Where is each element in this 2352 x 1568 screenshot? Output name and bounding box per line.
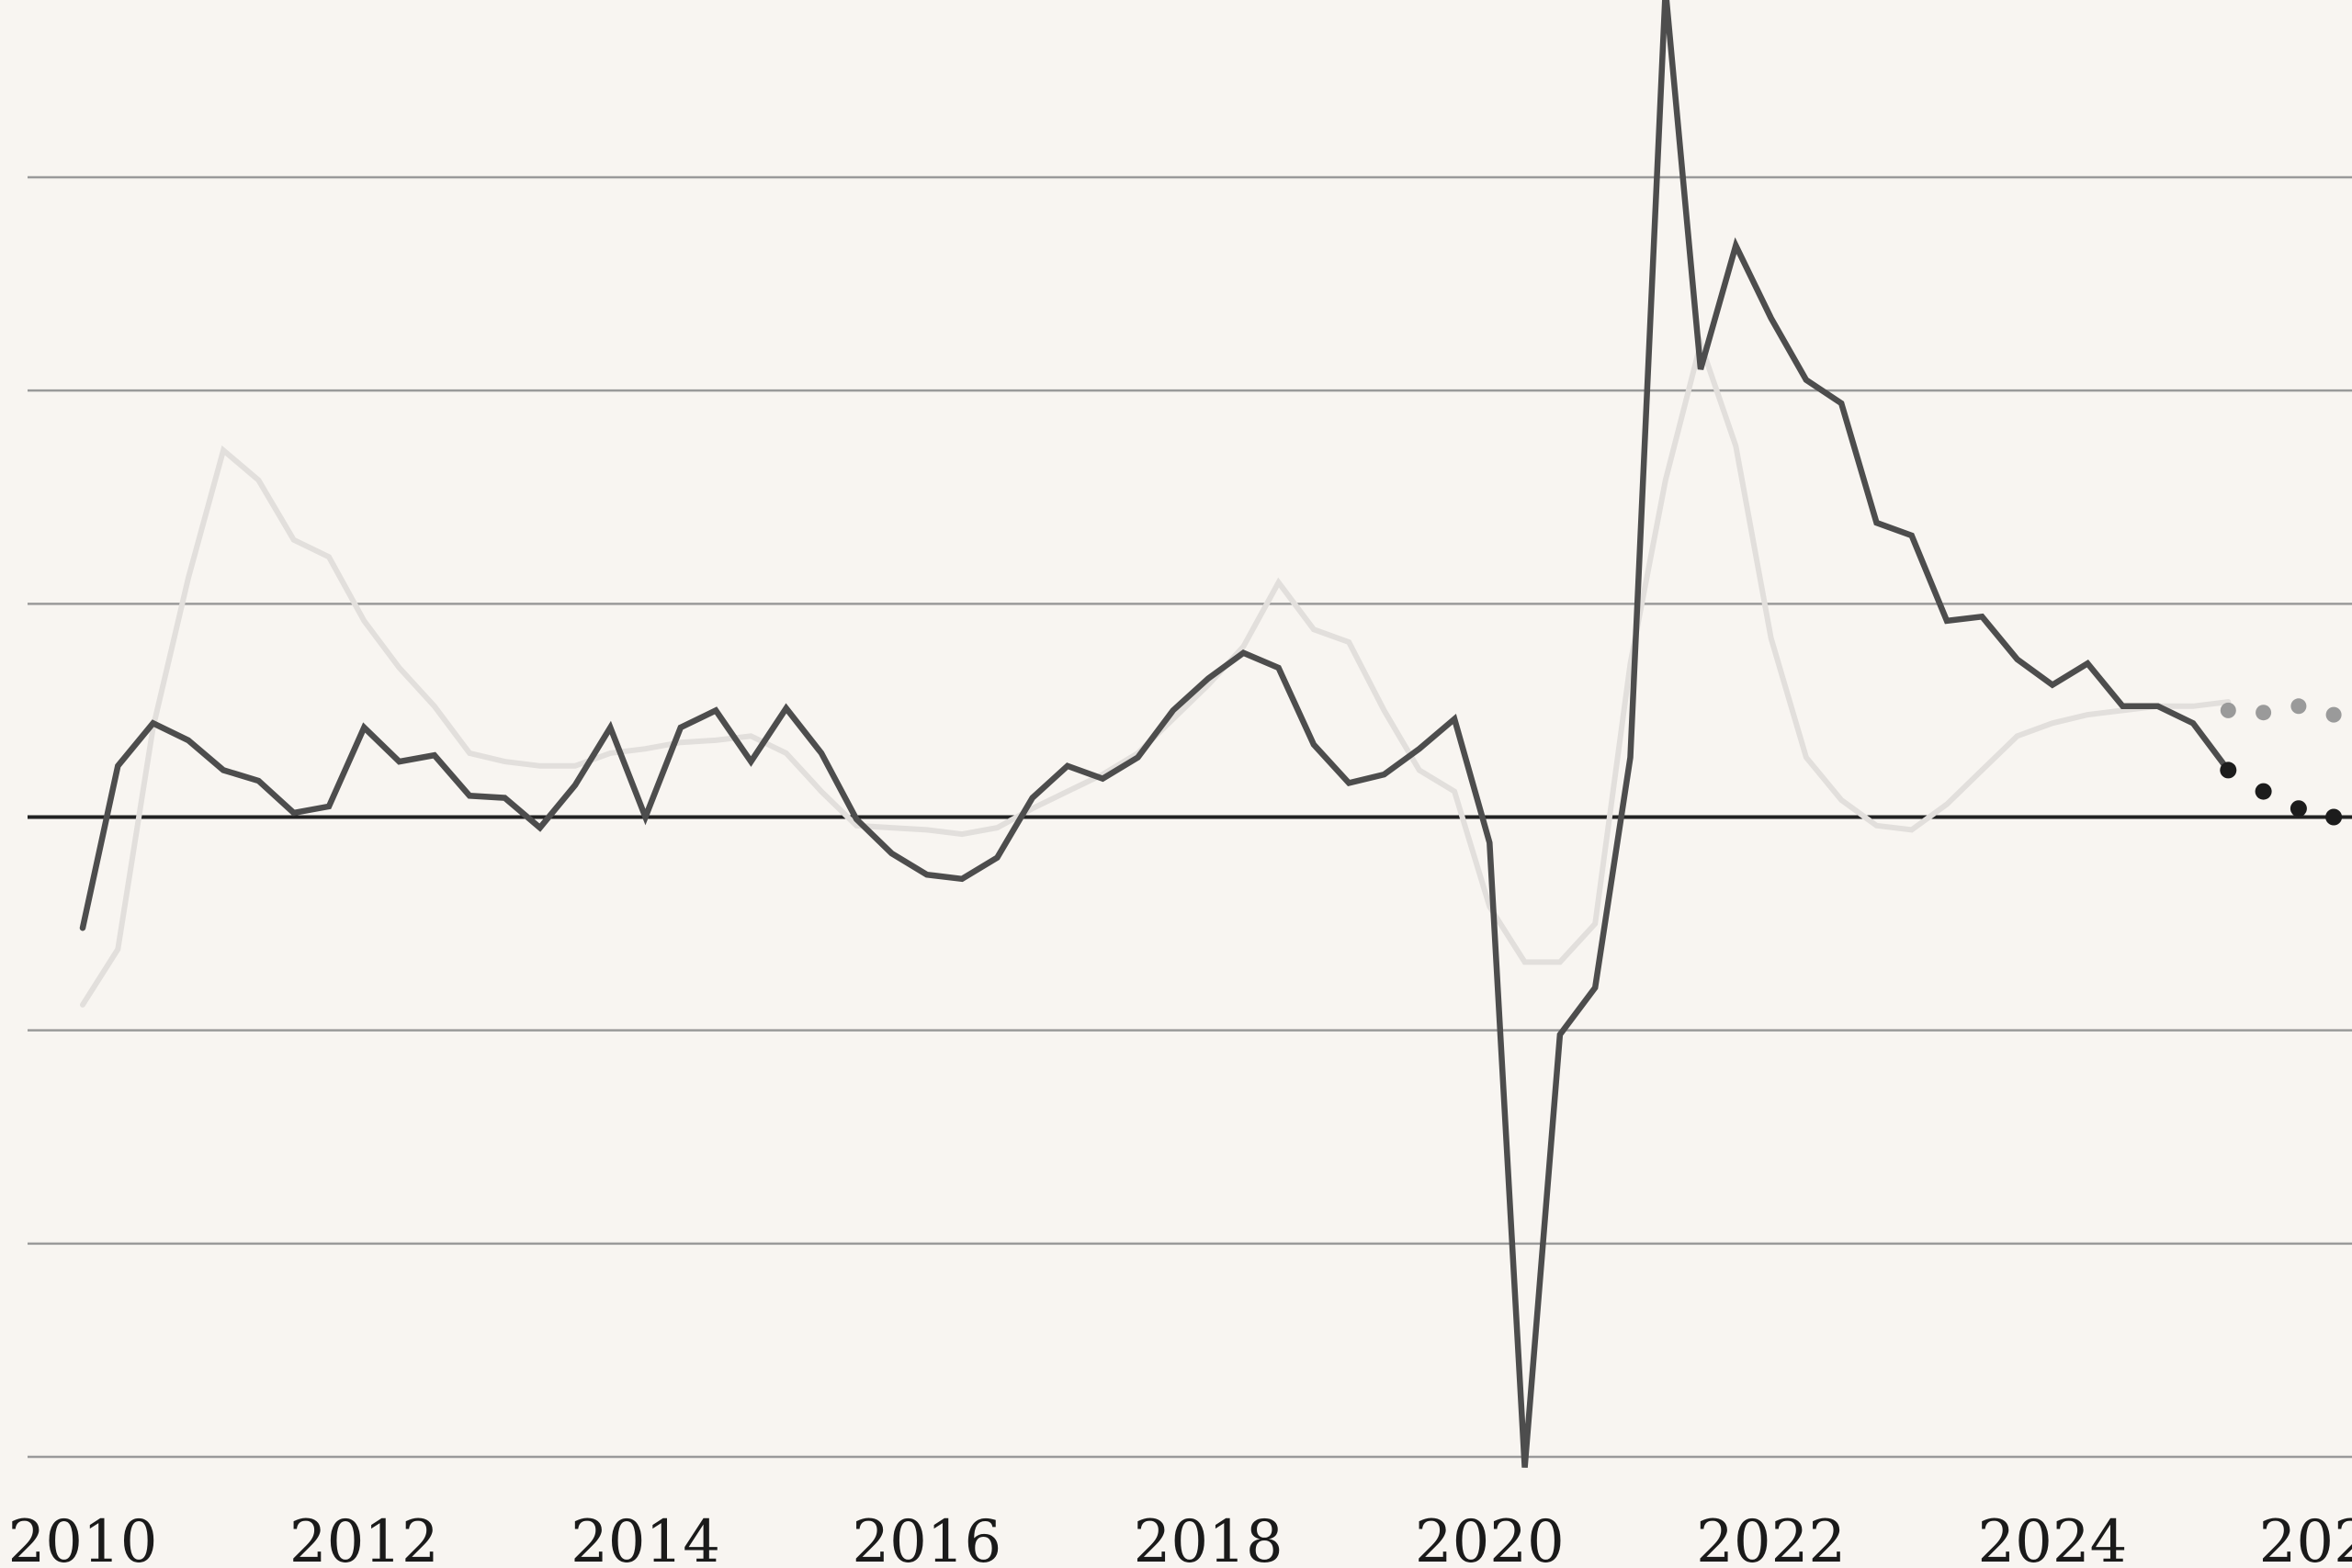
forecast-dot-light	[2220, 702, 2236, 718]
forecast-dot-dark	[2255, 783, 2272, 800]
x-tick-label: 2018	[1134, 1508, 1283, 1568]
series-line-dark	[79, 0, 2232, 1468]
forecast-dot-light	[2256, 705, 2272, 721]
x-axis-tick-labels: 2010 2012 2014 2016 2018 2020 2022 2024 2026	[8, 1508, 2352, 1568]
x-tick-label: 2014	[571, 1508, 720, 1568]
forecast-dot-dark	[2220, 761, 2237, 779]
x-tick-label: 2026	[2259, 1508, 2352, 1568]
x-tick-label: 2012	[289, 1508, 439, 1568]
x-tick-label: 2024	[1977, 1508, 2127, 1568]
forecast-dot-light	[2325, 706, 2342, 723]
x-tick-label: 2016	[852, 1508, 1001, 1568]
forecast-dot-dark	[2325, 808, 2343, 826]
series-lines	[79, 0, 2232, 1468]
forecast-dot-light	[2290, 698, 2307, 715]
forecast-dots	[2220, 698, 2343, 826]
x-tick-label: 2020	[1415, 1508, 1565, 1568]
x-tick-label: 2022	[1696, 1508, 1846, 1568]
forecast-dot-dark	[2290, 800, 2307, 818]
x-tick-label: 2010	[8, 1508, 158, 1568]
gridlines	[28, 175, 2352, 1459]
